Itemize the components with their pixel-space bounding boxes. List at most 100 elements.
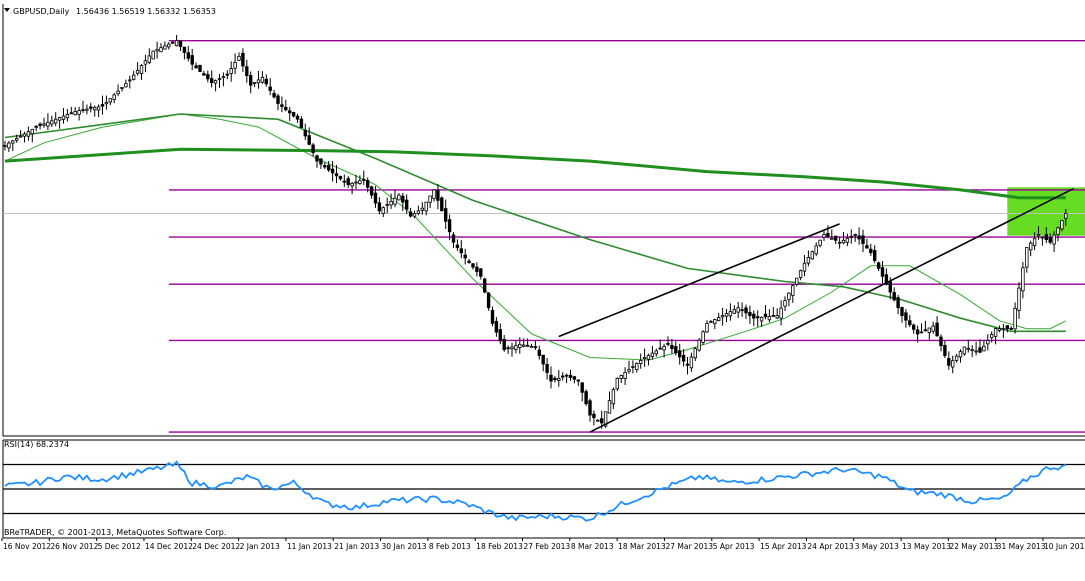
candle-body-221 [865, 245, 869, 249]
candle-body-41 [163, 45, 167, 50]
candle-body-245 [958, 351, 963, 358]
candle-body-142 [557, 377, 561, 381]
candle-body-261 [1021, 267, 1025, 292]
candle-body-17 [69, 112, 73, 115]
candle-body-46 [182, 46, 187, 53]
candle-body-27 [108, 98, 112, 103]
candle-body-16 [65, 114, 70, 119]
candle-body-185 [724, 313, 729, 317]
candle-body-34 [135, 69, 140, 74]
candle-body-180 [705, 323, 709, 333]
candle-body-196 [767, 316, 772, 321]
candle-body-222 [869, 248, 873, 254]
candle-body-87 [342, 180, 346, 183]
candle-body-203 [795, 277, 799, 285]
candle-body-102 [401, 195, 405, 203]
candle-body-229 [896, 297, 900, 309]
candle-body-153 [600, 418, 604, 424]
candle-body-18 [73, 110, 77, 116]
candle-body-162 [635, 363, 639, 371]
x-axis: 16 Nov 2012 26 Nov 2012 5 Dec 2012 14 Dec 2… [1, 538, 1085, 551]
candle-body-57 [225, 73, 229, 76]
candle-body-265 [1036, 233, 1041, 237]
candle-body-234 [915, 329, 920, 335]
candle-body-184 [720, 315, 725, 318]
candle-body-91 [358, 180, 362, 184]
ohlc-readout: 1.56436 1.56519 1.56332 1.56353 [76, 7, 216, 16]
candle-body-54 [213, 80, 218, 84]
candle-body-49 [194, 65, 198, 69]
candle-body-168 [658, 347, 662, 350]
candle-body-45 [178, 40, 183, 47]
candle-body-59 [233, 62, 237, 69]
candle-body-39 [155, 48, 159, 52]
copyright-label: BReTRADER, © 2001-2013, MetaQuotes Softw… [4, 528, 226, 537]
candle-body-65 [256, 79, 261, 84]
candle-body-215 [841, 239, 846, 244]
channel-line-1 [589, 187, 1074, 433]
candle-body-33 [131, 74, 136, 80]
symbol-title: GBPUSD,Daily [13, 7, 70, 16]
candle-body-251 [982, 345, 986, 352]
candle-body-269 [1052, 234, 1056, 245]
candle-body-231 [904, 312, 908, 321]
candle-body-88 [346, 178, 350, 186]
candle-body-94 [369, 186, 374, 196]
candle-body-172 [674, 346, 678, 354]
rsi-panel [2, 439, 1085, 539]
candle-body-242 [947, 358, 951, 366]
candle-body-126 [494, 320, 499, 333]
moving-average-0 [4, 113, 1067, 361]
candle-body-69 [272, 93, 276, 98]
candle-body-217 [849, 235, 853, 238]
candle-body-38 [151, 50, 155, 60]
candle-body-143 [561, 375, 565, 378]
candle-body-74 [291, 112, 296, 117]
candle-body-63 [248, 75, 253, 86]
candle-body-139 [545, 364, 549, 373]
candle-body-14 [57, 117, 62, 121]
candle-body-101 [397, 194, 401, 201]
channel-line-0 [558, 223, 840, 338]
candle-body-61 [241, 52, 245, 67]
candle-body-60 [237, 55, 241, 61]
candle-body-52 [206, 74, 210, 80]
candle-body-241 [943, 344, 947, 356]
candle-body-270 [1056, 227, 1060, 235]
candle-body-130 [510, 346, 514, 350]
candle-body-262 [1025, 247, 1029, 268]
candle-body-174 [681, 354, 686, 362]
candle-body-190 [744, 307, 748, 314]
candle-body-8 [34, 125, 38, 128]
candle-body-110 [432, 189, 436, 200]
candle-body-7 [30, 128, 34, 135]
candle-body-76 [299, 118, 304, 128]
candle-body-205 [802, 262, 807, 272]
candle-body-77 [303, 130, 307, 137]
candle-body-135 [529, 345, 534, 348]
candle-body-138 [541, 354, 545, 365]
candle-body-97 [381, 207, 385, 214]
candle-body-64 [252, 82, 257, 85]
candle-body-219 [857, 235, 861, 240]
candle-body-78 [307, 135, 311, 145]
x-tick-label-8: 30 Jan 2013 [382, 542, 427, 551]
candle-body-136 [533, 346, 538, 349]
candle-body-2 [11, 140, 15, 144]
candle-body-35 [139, 65, 144, 74]
candle-body-5 [22, 133, 27, 137]
candle-body-236 [923, 329, 928, 332]
candle-body-24 [96, 106, 101, 111]
candle-body-67 [264, 78, 268, 85]
candle-body-106 [416, 210, 421, 214]
candle-body-81 [319, 158, 323, 165]
candle-body-175 [685, 363, 690, 366]
candle-body-55 [217, 78, 222, 81]
candle-body-158 [619, 375, 623, 379]
candle-body-51 [202, 73, 206, 76]
candle-body-25 [100, 104, 105, 107]
candle-body-233 [912, 324, 916, 330]
candle-body-119 [467, 260, 471, 263]
candle-body-195 [763, 313, 768, 318]
candle-body-272 [1064, 213, 1068, 219]
